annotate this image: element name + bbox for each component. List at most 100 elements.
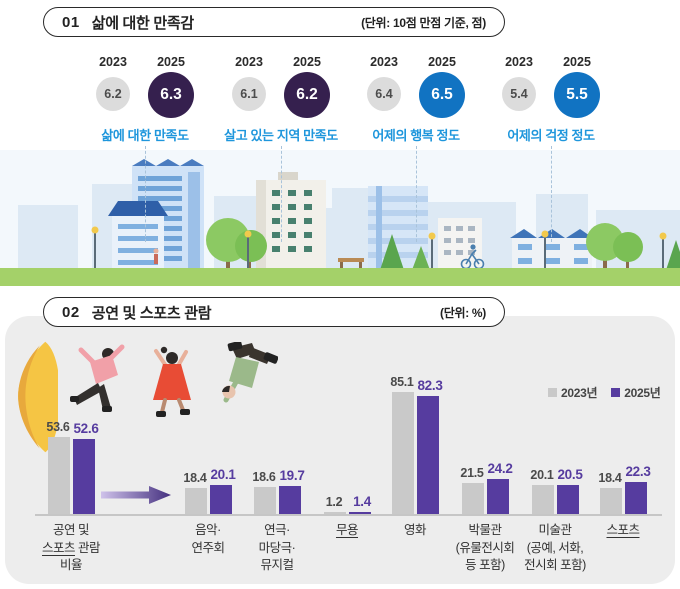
building-apartment bbox=[510, 229, 593, 272]
street-objects bbox=[91, 226, 667, 270]
score-group: 2023 6.4 2025 6.5 어제의 행복 정도 bbox=[350, 55, 482, 144]
bar-value-2023: 85.1 bbox=[390, 375, 414, 389]
category-label-text: 스포츠 bbox=[42, 540, 76, 555]
dancers-illustration bbox=[70, 342, 278, 417]
bar-value-2025: 24.2 bbox=[487, 461, 513, 477]
score-group: 2023 6.2 2025 6.3 삶에 대한 만족도 bbox=[79, 55, 211, 144]
category-label-text: (공예, 서화, bbox=[526, 540, 584, 555]
category-label-line: 음악· bbox=[151, 522, 265, 540]
bar-2023 bbox=[184, 487, 207, 514]
bar-value-2023: 18.4 bbox=[598, 470, 622, 485]
legend-swatch-2025 bbox=[611, 388, 621, 397]
category-label-text: 박물관 bbox=[468, 523, 502, 537]
category-label-text: 전시회 포함) bbox=[524, 558, 586, 572]
bar-value-2023: 53.6 bbox=[46, 420, 70, 435]
category-label-text: 관람 bbox=[75, 540, 101, 555]
category-label-text: 마당극· bbox=[258, 540, 296, 555]
bar-value-2023: 20.1 bbox=[530, 468, 554, 483]
category-label-line: 전시회 포함) bbox=[498, 557, 612, 575]
section1-unit: (단위: 10점 만점 기준, 점) bbox=[361, 15, 486, 30]
city-illustration bbox=[0, 150, 680, 286]
legend-item-2023: 2023년 bbox=[548, 384, 598, 401]
category-label-line: 박물관 bbox=[428, 522, 542, 540]
section2-title: 공연 및 스포츠 관람 bbox=[91, 304, 212, 322]
category-label-line: 스포츠 관람 bbox=[14, 540, 128, 558]
category-label-text: 영화 bbox=[403, 523, 427, 537]
bar-2023 bbox=[323, 512, 346, 514]
legend-swatch-2023 bbox=[548, 388, 557, 397]
bar-value-2023: 21.5 bbox=[460, 466, 484, 481]
score-column-2023: 2023 6.4 bbox=[367, 55, 401, 111]
score-label: 살고 있는 지역 만족도 bbox=[224, 128, 338, 143]
bar-2023 bbox=[47, 437, 70, 514]
section1-number: 01 bbox=[62, 13, 80, 31]
year-label-2023: 2023 bbox=[505, 55, 533, 69]
year-label-2025: 2025 bbox=[157, 55, 185, 69]
category-label-line: 연주회 bbox=[151, 540, 265, 558]
year-label-2025: 2025 bbox=[428, 55, 456, 69]
grass bbox=[0, 268, 680, 286]
dancer-breakdance bbox=[222, 342, 278, 403]
category-label: 공연 및 스포츠 관람 비율 bbox=[14, 522, 128, 575]
bar-value-2025: 1.4 bbox=[353, 493, 371, 509]
trend-arrow-icon bbox=[101, 486, 171, 504]
category-label-text: (유물전시회 bbox=[455, 540, 515, 555]
score-column-2023: 2023 6.1 bbox=[232, 55, 266, 111]
category-label-line: 마당극· bbox=[220, 540, 334, 558]
category-label-text: 연주회 bbox=[191, 540, 225, 555]
section2-header: 02 공연 및 스포츠 관람 (단위: %) bbox=[43, 297, 505, 327]
category-label: 무용 bbox=[290, 522, 404, 540]
category-label-text: 뮤지컬 bbox=[260, 558, 294, 572]
score-label: 어제의 행복 정도 bbox=[372, 128, 460, 143]
score-2025-circle: 6.2 bbox=[284, 72, 330, 118]
category-label: 스포츠 bbox=[566, 522, 680, 540]
bar-value-2023: 1.2 bbox=[325, 495, 343, 510]
leader-line bbox=[281, 146, 282, 242]
score-columns: 2023 6.2 2025 6.3 bbox=[79, 55, 211, 118]
bar-2023 bbox=[253, 487, 276, 514]
bar-value-2025: 20.5 bbox=[557, 466, 583, 482]
score-2023-circle: 6.2 bbox=[96, 77, 130, 111]
bar-value-2025: 82.3 bbox=[417, 378, 443, 393]
score-2025-circle: 6.5 bbox=[419, 72, 465, 118]
category-label-line: 공연 및 bbox=[14, 522, 128, 540]
bar-2023 bbox=[599, 487, 622, 514]
category-label: 연극· 마당극· 뮤지컬 bbox=[220, 522, 334, 575]
category-label-line: 뮤지컬 bbox=[220, 557, 334, 575]
chart-baseline bbox=[35, 514, 662, 516]
building-ivory-tower bbox=[256, 172, 326, 272]
score-2023-circle: 5.4 bbox=[502, 77, 536, 111]
legend-label-2025: 2025년 bbox=[624, 386, 661, 400]
category-label: 미술관 (공예, 서화, 전시회 포함) bbox=[498, 522, 612, 575]
category-label-text: 스포츠 bbox=[606, 523, 640, 537]
bar-value-2023: 18.4 bbox=[183, 470, 207, 485]
category-label-line: 등 포함) bbox=[428, 557, 542, 575]
score-group: 2023 5.4 2025 5.5 어제의 걱정 정도 bbox=[485, 55, 617, 144]
trees bbox=[206, 218, 680, 270]
score-2025-circle: 5.5 bbox=[554, 72, 600, 118]
score-2025-circle: 6.3 bbox=[148, 72, 194, 118]
category-label-line: 스포츠 bbox=[566, 522, 680, 540]
bar-value-2025: 22.3 bbox=[625, 464, 651, 480]
bar-value-2025: 52.6 bbox=[73, 420, 99, 436]
category-label-line: 무용 bbox=[290, 522, 404, 540]
bar-2023 bbox=[391, 392, 414, 514]
score-columns: 2023 5.4 2025 5.5 bbox=[485, 55, 617, 118]
bar-2025 bbox=[348, 511, 371, 514]
bar-2025 bbox=[278, 485, 301, 514]
category-label-line: 영화 bbox=[358, 522, 472, 540]
leader-line bbox=[145, 146, 146, 242]
score-label: 어제의 걱정 정도 bbox=[507, 128, 595, 143]
year-label-2025: 2025 bbox=[293, 55, 321, 69]
category-label-text: 공연 및 bbox=[53, 523, 89, 537]
category-label-line: 미술관 bbox=[498, 522, 612, 540]
score-column-2025: 2025 6.3 bbox=[148, 55, 194, 118]
section2-unit: (단위: %) bbox=[440, 305, 486, 320]
year-label-2025: 2025 bbox=[563, 55, 591, 69]
year-label-2023: 2023 bbox=[235, 55, 263, 69]
category-label-line: (공예, 서화, bbox=[498, 540, 612, 558]
score-column-2025: 2025 6.5 bbox=[419, 55, 465, 118]
section1-title: 삶에 대한 만족감 bbox=[91, 14, 195, 32]
